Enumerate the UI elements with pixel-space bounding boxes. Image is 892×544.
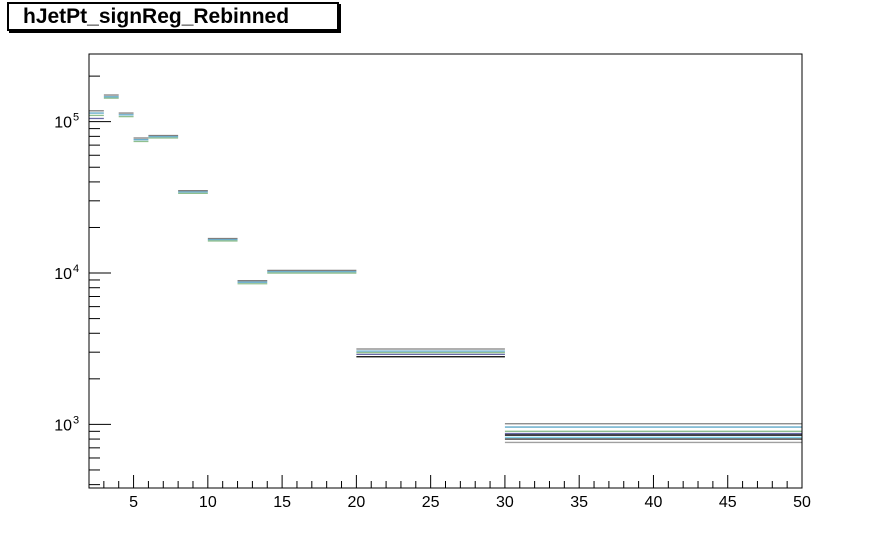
x-axis: 5 10 15 20 25 30 35 40 45 50 bbox=[103, 475, 811, 511]
y-tick-exp-5: 5 bbox=[73, 112, 79, 124]
bins-layer bbox=[89, 94, 802, 444]
y-tick-label-5: 10 bbox=[54, 115, 72, 132]
plot-frame bbox=[88, 53, 803, 489]
x-tick-label-50: 50 bbox=[793, 494, 811, 511]
y-tick-exp-4: 4 bbox=[73, 263, 79, 275]
x-tick-label-20: 20 bbox=[347, 494, 365, 511]
y-tick-label-4: 10 bbox=[54, 266, 72, 283]
x-tick-label-25: 25 bbox=[422, 494, 440, 511]
x-tick-label-35: 35 bbox=[570, 494, 588, 511]
x-tick-label-5: 5 bbox=[129, 494, 138, 511]
x-tick-label-15: 15 bbox=[273, 494, 291, 511]
x-tick-label-30: 30 bbox=[496, 494, 514, 511]
x-tick-label-40: 40 bbox=[645, 494, 663, 511]
y-tick-exp-3: 3 bbox=[73, 414, 79, 426]
y-tick-label-3: 10 bbox=[54, 417, 72, 434]
x-tick-label-10: 10 bbox=[199, 494, 217, 511]
x-tick-label-45: 45 bbox=[719, 494, 737, 511]
chart-title: hJetPt_signReg_Rebinned bbox=[7, 2, 339, 31]
